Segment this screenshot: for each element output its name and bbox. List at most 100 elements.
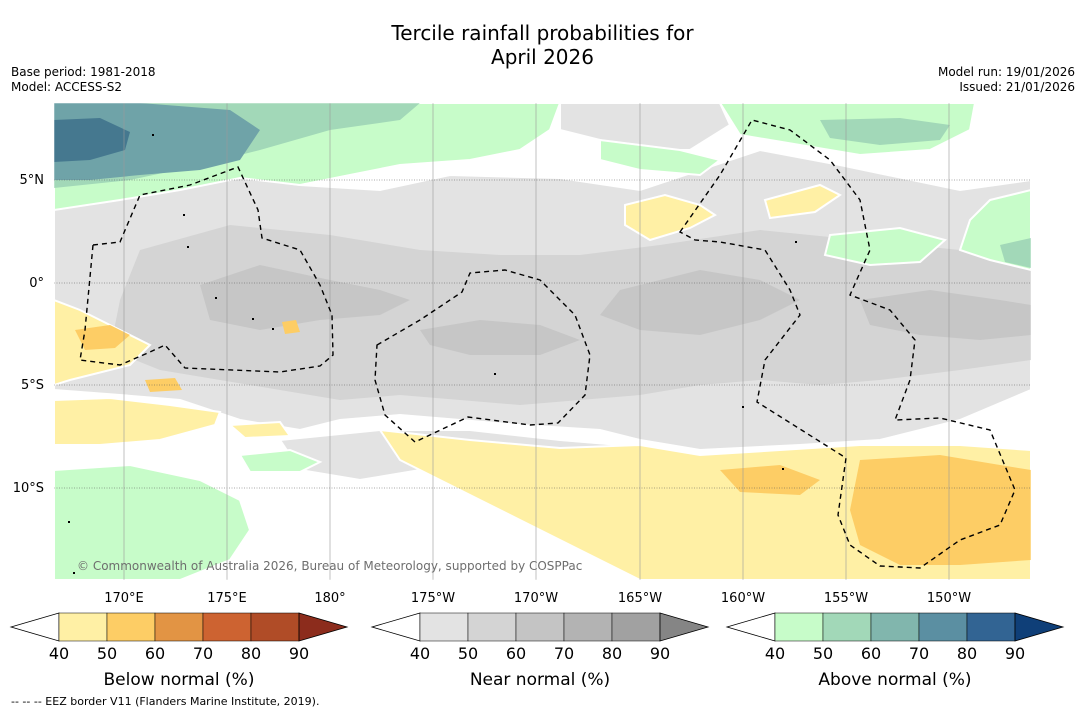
near-normal-60-b <box>600 270 800 335</box>
below-normal-west-b <box>54 396 222 446</box>
near-normal-60-c <box>860 290 1031 340</box>
above-normal-colorbar-segment <box>774 612 824 642</box>
near-normal-colorbar-segment <box>563 612 613 642</box>
below-normal-colorbar-tick: 40 <box>49 644 69 663</box>
lat-label-10s: 10°S <box>13 481 44 496</box>
below-normal-colorbar-high-arrow <box>298 612 349 642</box>
above-normal-east-mid <box>823 226 948 267</box>
above-normal-colorbar-segment <box>822 612 872 642</box>
meta-right: Model run: 19/01/2026 Issued: 21/01/2026 <box>938 65 1075 95</box>
near-normal-colorbar-high-arrow <box>659 612 710 642</box>
near-normal-colorbar-segment <box>515 612 565 642</box>
below-normal-colorbar-segment <box>202 612 252 642</box>
meridians <box>123 103 950 580</box>
credit-text: © Commonwealth of Australia 2026, Bureau… <box>77 559 582 573</box>
below-normal-colorbar-tick: 60 <box>145 644 165 663</box>
above-normal-colorbar-low-arrow <box>725 612 776 642</box>
above-normal-colorbar-high-arrow <box>1014 612 1065 642</box>
below-normal-colorbar-segment <box>106 612 156 642</box>
near-normal-colorbar-tick: 70 <box>554 644 574 663</box>
above-normal-south-patch <box>238 448 323 473</box>
above-normal-southwest <box>54 463 252 580</box>
lat-label-5s: 5°S <box>21 378 44 393</box>
lon-label-160w: 160°W <box>721 591 765 606</box>
near-normal-colorbar-tick: 60 <box>506 644 526 663</box>
lat-label-5n: 5°N <box>20 173 45 188</box>
near-normal-colorbar-segment <box>419 612 469 642</box>
below-normal-ne <box>763 183 842 220</box>
below-normal-colorbar-segment <box>250 612 300 642</box>
base-period: Base period: 1981-2018 <box>11 65 156 79</box>
below-normal-south-small <box>227 420 292 440</box>
above-normal-colorbar: 40 50 60 70 80 90 Above normal (%) <box>725 612 1065 690</box>
above-normal-colorbar-segment <box>870 612 920 642</box>
below-normal-colorbar-segment <box>154 612 204 642</box>
above-normal-colorbar-tick: 40 <box>765 644 785 663</box>
lon-label-175e: 175°E <box>207 591 247 606</box>
below-normal-south-60b <box>720 465 820 495</box>
below-normal-colorbar-tick: 90 <box>289 644 309 663</box>
gridlines <box>54 179 1031 489</box>
colorbars: 40 50 60 70 80 90 Below normal (%) 40 50 60 70 80 90… <box>9 612 1065 690</box>
lon-label-175w: 175°W <box>411 591 455 606</box>
eez-kiribati-gilbert <box>79 166 334 373</box>
below-normal-south-60 <box>850 455 1031 565</box>
map-field <box>54 103 1031 580</box>
near-normal-colorbar-tick: 50 <box>458 644 478 663</box>
lon-label-180: 180° <box>314 591 345 606</box>
below-normal-small <box>282 320 300 334</box>
above-normal-north-mid <box>599 138 723 177</box>
near-normal-60-d <box>420 320 580 355</box>
below-normal-colorbar-segment <box>58 612 108 642</box>
near-normal-colorbar-tick: 40 <box>410 644 430 663</box>
map-title: Tercile rainfall probabilities for April… <box>0 21 1085 69</box>
lon-label-165w: 165°W <box>618 591 662 606</box>
below-normal-west-60b <box>145 378 182 392</box>
lon-label-170w: 170°W <box>514 591 558 606</box>
near-normal-60 <box>200 265 410 330</box>
lon-label-155w: 155°W <box>824 591 868 606</box>
below-normal-colorbar-low-arrow <box>9 612 60 642</box>
near-normal-50-west <box>110 225 1031 405</box>
above-normal-colorbar-tick: 80 <box>957 644 977 663</box>
above-normal-colorbar-tick: 90 <box>1005 644 1025 663</box>
near-normal-colorbar-segment <box>611 612 661 642</box>
near-normal-colorbar-segment <box>467 612 517 642</box>
map-frame <box>53 102 1032 581</box>
meta-left: Base period: 1981-2018 Model: ACCESS-S2 <box>11 65 156 95</box>
below-normal-colorbar: 40 50 60 70 80 90 Below normal (%) <box>9 612 349 690</box>
near-normal-colorbar-low-arrow <box>370 612 421 642</box>
above-normal-colorbar-title: Above normal (%) <box>818 670 971 690</box>
near-normal-colorbar-tick: 80 <box>602 644 622 663</box>
eez-kiribati-line <box>678 119 1016 569</box>
title-line-1: Tercile rainfall probabilities for <box>391 21 694 45</box>
above-normal-colorbar-segment <box>966 612 1016 642</box>
eez-kiribati-phoenix <box>374 269 591 443</box>
title-line-2: April 2026 <box>491 45 594 69</box>
eez-borders <box>79 119 1016 569</box>
below-normal-colorbar-tick: 50 <box>97 644 117 663</box>
above-normal-colorbar-segment <box>918 612 968 642</box>
above-normal-colorbar-tick: 60 <box>861 644 881 663</box>
lon-label-150w: 150°W <box>927 591 971 606</box>
near-normal-colorbar-title: Near normal (%) <box>470 670 610 690</box>
above-normal-east-50 <box>1000 238 1031 268</box>
islands <box>68 134 797 574</box>
model-run: Model run: 19/01/2026 <box>937 65 1075 79</box>
lat-label-0: 0° <box>29 276 44 291</box>
issued-date: Issued: 21/01/2026 <box>959 80 1075 94</box>
below-normal-colorbar-tick: 70 <box>193 644 213 663</box>
below-normal-colorbar-tick: 80 <box>241 644 261 663</box>
below-normal-center-north <box>624 193 717 242</box>
above-normal-colorbar-tick: 70 <box>909 644 929 663</box>
eez-legend: -- -- -- EEZ border V11 (Flanders Marine… <box>11 695 320 708</box>
model-name: Model: ACCESS-S2 <box>11 80 123 94</box>
below-normal-west-60 <box>75 325 130 350</box>
below-normal-colorbar-title: Below normal (%) <box>104 670 255 690</box>
above-normal-80-north <box>54 118 130 162</box>
above-normal-50-ne <box>820 118 950 145</box>
above-normal-colorbar-tick: 50 <box>813 644 833 663</box>
lon-label-170e: 170°E <box>104 591 144 606</box>
near-normal-colorbar: 40 50 60 70 80 90 Near normal (%) <box>370 612 710 690</box>
